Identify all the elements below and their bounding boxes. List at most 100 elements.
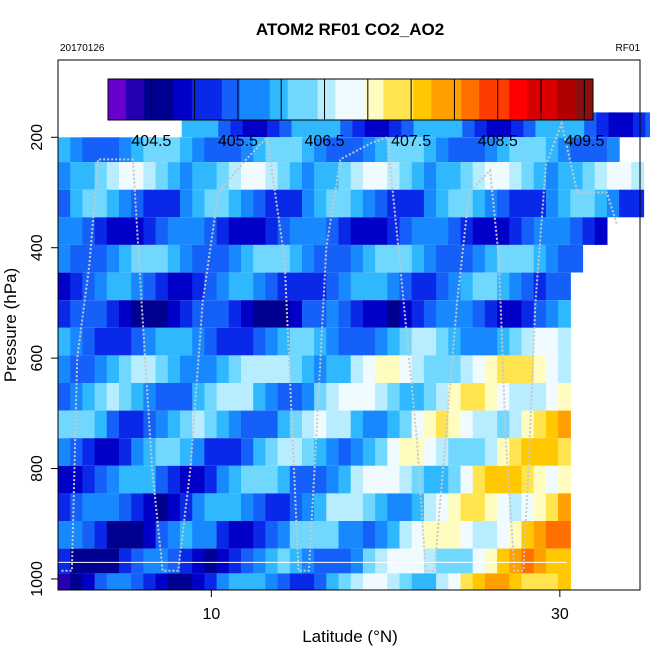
heatmap-cell	[387, 300, 401, 328]
heatmap-cell	[521, 410, 535, 439]
colorbar-swatch	[197, 79, 205, 120]
colorbar-swatch	[251, 79, 259, 120]
heatmap-cell	[241, 465, 254, 494]
heatmap-cell	[94, 548, 108, 574]
heatmap-cell	[228, 137, 242, 163]
heatmap-cell	[314, 355, 327, 383]
heatmap-cell	[94, 410, 108, 439]
heatmap-cell	[326, 244, 340, 273]
heatmap-cell	[167, 548, 181, 574]
heatmap-cell	[277, 272, 291, 301]
heatmap-cell	[119, 410, 132, 439]
heatmap-cell	[606, 189, 620, 218]
heatmap-cell	[302, 573, 315, 590]
colorbar-swatch	[263, 79, 271, 120]
heatmap-cell	[521, 355, 535, 383]
heatmap-cell	[631, 162, 645, 190]
heatmap-cell	[82, 162, 96, 190]
heatmap-cell	[484, 244, 498, 273]
heatmap-cell	[399, 521, 413, 549]
heatmap-cell	[448, 355, 462, 383]
heatmap-cell	[289, 573, 303, 590]
heatmap-cell	[314, 137, 327, 163]
heatmap-cell	[192, 272, 205, 301]
heatmap-cell	[241, 162, 254, 190]
heatmap-cell	[228, 548, 242, 574]
heatmap-cell	[375, 521, 388, 549]
heatmap-cell	[448, 162, 462, 190]
heatmap-cell	[119, 573, 132, 590]
heatmap-cell	[155, 162, 169, 190]
heatmap-cell	[558, 548, 571, 574]
heatmap-cell	[94, 573, 108, 590]
heatmap-cell	[533, 217, 547, 245]
heatmap-cell	[94, 493, 108, 521]
colorbar-swatch	[167, 79, 175, 120]
heatmap-cell	[106, 410, 120, 439]
heatmap-cell	[277, 410, 291, 439]
heatmap-cell	[594, 162, 608, 190]
heatmap-cell	[521, 162, 535, 190]
heatmap-cell	[436, 244, 449, 273]
heatmap-cell	[143, 244, 157, 273]
heatmap-cell	[228, 410, 242, 439]
heatmap-cell	[82, 410, 96, 439]
heatmap-cell	[362, 465, 376, 494]
heatmap-cell	[436, 573, 449, 590]
heatmap-cell	[362, 272, 376, 301]
heatmap-cell	[375, 327, 388, 356]
colorbar-swatch	[449, 79, 456, 120]
heatmap-cell	[497, 189, 510, 218]
heatmap-cell	[423, 137, 437, 163]
heatmap-cell	[375, 465, 388, 494]
heatmap-cell	[131, 244, 144, 273]
heatmap-cell	[228, 493, 242, 521]
heatmap-cell	[180, 189, 193, 218]
heatmap-cell	[241, 521, 254, 549]
colorbar-swatch	[317, 79, 325, 120]
heatmap-cell	[192, 410, 205, 439]
heatmap-cell	[228, 272, 242, 301]
heatmap-cell	[631, 189, 645, 218]
heatmap-cell	[558, 300, 571, 328]
heatmap-cell	[509, 383, 523, 411]
heatmap-cell	[533, 438, 547, 466]
heatmap-cell	[558, 217, 571, 245]
heatmap-cell	[545, 438, 559, 466]
heatmap-cell	[509, 573, 523, 590]
heatmap-cell	[521, 548, 535, 574]
heatmap-cell	[155, 272, 169, 301]
heatmap-cell	[375, 548, 388, 574]
colorbar-swatch	[413, 79, 420, 120]
heatmap-cell	[633, 112, 646, 138]
colorbar-swatch	[173, 79, 181, 120]
heatmap-cell	[58, 410, 71, 439]
colorbar-swatch	[545, 79, 552, 120]
heatmap-cell	[314, 327, 327, 356]
heatmap-cell	[326, 300, 340, 328]
heatmap-cell	[596, 112, 610, 138]
heatmap-cell	[70, 137, 83, 163]
heatmap-cell	[448, 521, 462, 549]
heatmap-cell	[399, 438, 413, 466]
heatmap-cell	[302, 189, 315, 218]
heatmap-cell	[302, 244, 315, 273]
heatmap-cell	[277, 300, 291, 328]
heatmap-cell	[289, 217, 303, 245]
colorbar-swatch	[533, 79, 540, 120]
heatmap-cell	[155, 355, 169, 383]
heatmap-cell	[509, 272, 523, 301]
heatmap-cell	[167, 410, 181, 439]
heatmap-cell	[167, 573, 181, 590]
heatmap-cell	[314, 272, 327, 301]
heatmap-cell	[143, 410, 157, 439]
heatmap-cell	[350, 244, 364, 273]
heatmap-cell	[106, 162, 120, 190]
heatmap-cell	[509, 438, 523, 466]
heatmap-cell	[302, 410, 315, 439]
heatmap-cell	[594, 189, 608, 218]
colorbar-swatch	[132, 79, 139, 120]
heatmap-cell	[106, 300, 120, 328]
heatmap-cell	[119, 137, 132, 163]
heatmap-cell	[228, 465, 242, 494]
